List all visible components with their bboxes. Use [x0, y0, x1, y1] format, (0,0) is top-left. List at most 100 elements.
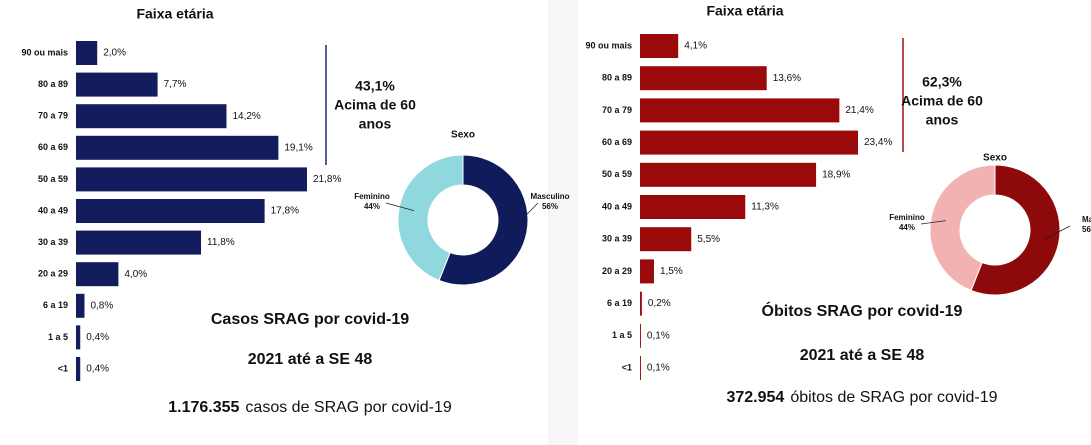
bar — [640, 291, 642, 316]
bar — [76, 41, 98, 65]
bar — [76, 262, 119, 287]
bar — [76, 199, 265, 223]
slice-value: 56% — [1082, 225, 1091, 234]
value-label: 0,4% — [86, 364, 109, 375]
bar — [76, 104, 227, 129]
category-label: 30 a 39 — [602, 234, 632, 244]
value-label: 21,8% — [313, 174, 341, 185]
caption: Óbitos SRAG por covid-19 — [762, 301, 963, 320]
value-label: 4,1% — [684, 41, 707, 52]
slice-label: Masculino — [530, 192, 569, 201]
bar — [76, 230, 202, 255]
caption: 2021 até a SE 48 — [248, 351, 373, 368]
bar — [640, 259, 654, 284]
footer-text: casos de SRAG por covid-19 — [245, 399, 451, 416]
chart-title: Faixa etária — [136, 6, 213, 22]
donut-slice — [929, 164, 996, 292]
donut-slice — [438, 154, 529, 286]
value-label: 11,3% — [751, 202, 779, 213]
caption: 2021 até a SE 48 — [800, 347, 925, 364]
category-label: <1 — [58, 363, 68, 373]
chart-title: Faixa etária — [706, 3, 783, 19]
bar — [640, 66, 767, 91]
bar — [640, 227, 692, 252]
value-label: 23,4% — [864, 137, 892, 148]
annotation: anos — [926, 112, 959, 128]
bar — [76, 167, 307, 192]
annotation: 62,3% — [922, 74, 962, 90]
category-label: 40 a 49 — [602, 201, 632, 211]
slice-label: Masculino — [1082, 215, 1091, 224]
value-label: 5,5% — [697, 234, 720, 245]
bar — [640, 195, 746, 219]
bar — [76, 357, 81, 381]
value-label: 0,4% — [86, 332, 109, 343]
value-label: 14,2% — [232, 111, 260, 122]
footer: 372.954 óbitos de SRAG por covid-19 — [726, 389, 997, 406]
value-label: 1,5% — [660, 266, 683, 277]
leader-line — [920, 220, 946, 225]
category-label: 90 ou mais — [21, 47, 68, 57]
value-label: 13,6% — [773, 73, 801, 84]
annotation: 43,1% — [355, 78, 395, 94]
annotation: Acima de 60 — [901, 93, 983, 109]
value-label: 0,2% — [648, 298, 671, 309]
donut-slice — [397, 154, 464, 282]
bar — [640, 356, 641, 380]
bar — [76, 293, 85, 318]
annotation: anos — [359, 116, 392, 132]
value-label: 7,7% — [164, 79, 187, 90]
category-label: 6 a 19 — [43, 300, 68, 310]
panel-gap — [548, 0, 578, 445]
chart-title: Sexo — [983, 153, 1007, 164]
category-label: 1 a 5 — [612, 330, 632, 340]
leader-line — [385, 202, 414, 212]
slice-value: 44% — [364, 202, 380, 211]
bar — [76, 135, 279, 160]
value-label: 2,0% — [103, 48, 126, 59]
slice-value: 44% — [899, 223, 915, 232]
footer-count: 1.176.355 — [168, 399, 239, 416]
annotation: Acima de 60 — [334, 97, 416, 113]
caption: Casos SRAG por covid-19 — [211, 311, 409, 328]
category-label: 30 a 39 — [38, 237, 68, 247]
category-label: 80 a 89 — [38, 79, 68, 89]
category-label: 70 a 79 — [602, 105, 632, 115]
value-label: 11,8% — [207, 237, 235, 248]
donut-slice — [970, 164, 1061, 296]
value-label: 19,1% — [284, 142, 312, 153]
category-label: 1 a 5 — [48, 332, 68, 342]
category-label: 60 a 69 — [38, 142, 68, 152]
bar — [640, 162, 817, 187]
value-label: 0,1% — [647, 363, 670, 374]
footer-count: 372.954 — [726, 389, 784, 406]
value-label: 17,8% — [271, 206, 299, 217]
slice-value: 56% — [542, 202, 558, 211]
bar — [76, 72, 158, 97]
category-label: 60 a 69 — [602, 137, 632, 147]
leader-line — [511, 202, 539, 230]
bar — [76, 325, 81, 350]
bar — [640, 323, 641, 348]
bar — [640, 130, 858, 155]
category-label: 20 a 29 — [602, 266, 632, 276]
slice-label: Feminino — [354, 192, 390, 201]
category-label: 20 a 29 — [38, 269, 68, 279]
bar — [640, 98, 840, 123]
category-label: <1 — [622, 362, 632, 372]
footer: 1.176.355 casos de SRAG por covid-19 — [168, 399, 452, 416]
category-label: 70 a 79 — [38, 111, 68, 121]
category-label: 50 a 59 — [38, 174, 68, 184]
category-label: 90 ou mais — [585, 40, 632, 50]
value-label: 21,4% — [845, 105, 873, 116]
value-label: 18,9% — [822, 169, 850, 180]
value-label: 4,0% — [124, 269, 147, 280]
bar — [640, 34, 679, 58]
footer-text: óbitos de SRAG por covid-19 — [790, 389, 997, 406]
leader-line — [1043, 225, 1071, 240]
value-label: 0,1% — [647, 330, 670, 341]
category-label: 6 a 19 — [607, 298, 632, 308]
category-label: 50 a 59 — [602, 169, 632, 179]
value-label: 0,8% — [90, 300, 113, 311]
